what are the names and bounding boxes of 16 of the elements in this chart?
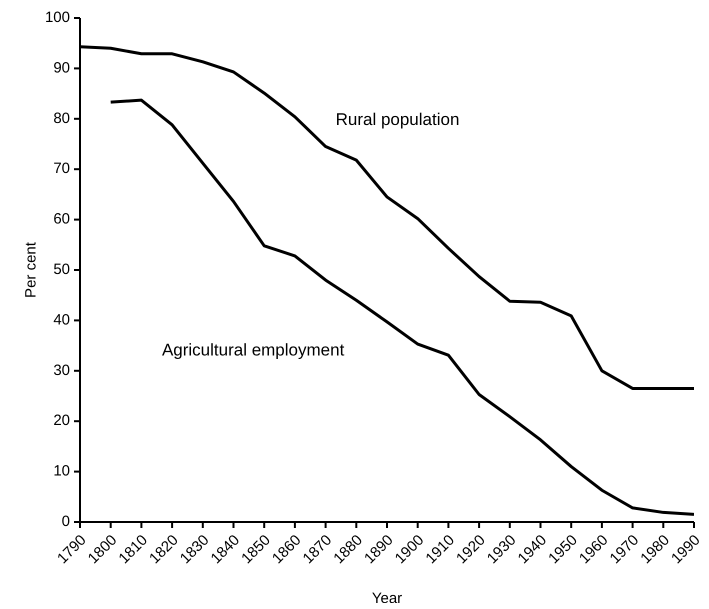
y-tick-label: 80 — [53, 110, 70, 127]
y-tick-label: 60 — [53, 210, 70, 228]
y-tick-label: 30 — [53, 362, 70, 379]
series-label: Rural population — [336, 110, 460, 130]
text: Agricultural employment — [162, 340, 345, 360]
y-tick-label: 100 — [44, 8, 70, 26]
y-tick-label: 50 — [53, 260, 70, 278]
y-tick-label: 0 — [62, 512, 70, 530]
y-tick-label: 70 — [53, 160, 70, 178]
y-tick-label: 20 — [53, 412, 70, 430]
y-axis-title: Per cent — [22, 241, 40, 298]
y-tick-label: 90 — [53, 59, 70, 76]
x-axis-title: Year — [372, 590, 402, 607]
y-tick-label: 10 — [53, 462, 70, 480]
y-tick-label: 40 — [53, 311, 70, 328]
line-series — [109, 98, 694, 516]
